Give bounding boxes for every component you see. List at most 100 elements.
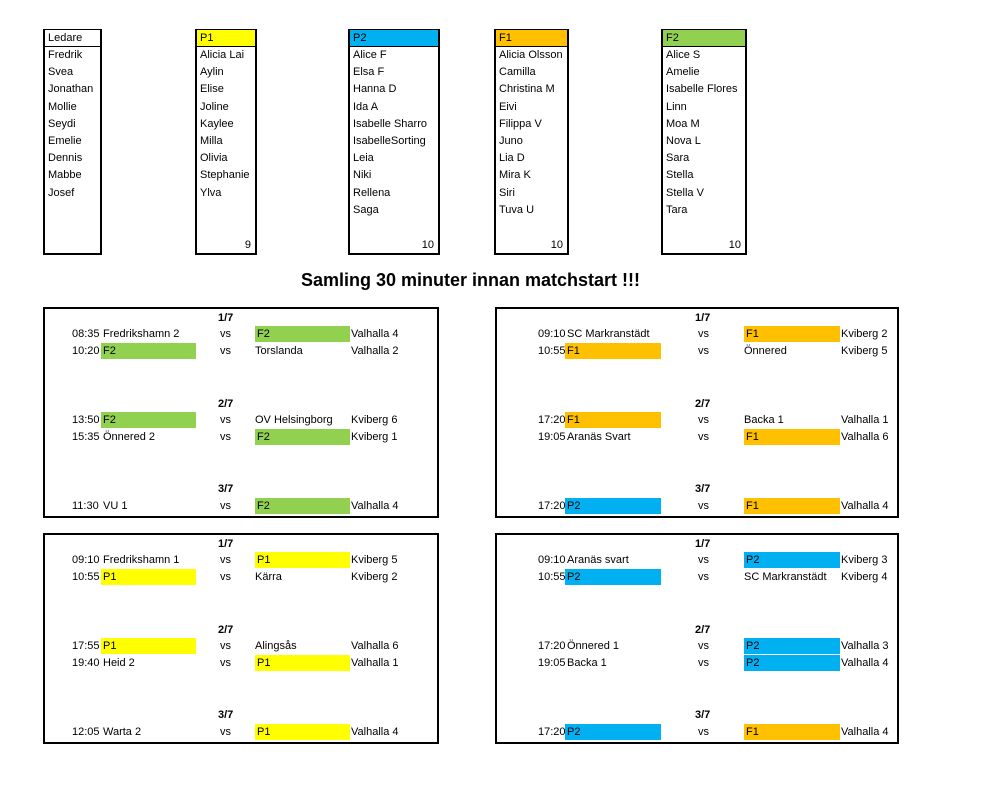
roster-player: Mabbe bbox=[48, 169, 82, 182]
roster-player: Kaylee bbox=[200, 117, 234, 130]
home-team: Önnered 2 bbox=[103, 431, 155, 443]
match-time: 09:10 bbox=[72, 554, 100, 566]
roster-player: Fredrik bbox=[48, 49, 83, 61]
home-team: Aranäs Svart bbox=[567, 431, 631, 443]
match-day-label: 1/7 bbox=[218, 538, 234, 550]
match-time: 10:55 bbox=[538, 571, 566, 583]
roster-player: Alicia Olsson bbox=[499, 49, 563, 61]
match-time: 08:35 bbox=[72, 328, 100, 340]
away-team: F2 bbox=[255, 429, 350, 445]
roster-player: Linn bbox=[666, 100, 687, 113]
versus-label: vs bbox=[220, 345, 231, 357]
roster-player: Rellena bbox=[353, 186, 391, 199]
roster-player: IsabelleSorting bbox=[353, 134, 426, 147]
versus-label: vs bbox=[220, 640, 231, 652]
match-venue: Kviberg 2 bbox=[841, 328, 888, 340]
roster-player: Stella V bbox=[666, 186, 704, 199]
match-day-label: 2/7 bbox=[695, 624, 711, 636]
roster-player: Alice F bbox=[353, 49, 387, 61]
home-team: Warta 2 bbox=[103, 726, 142, 738]
away-team: P1 bbox=[255, 552, 350, 568]
versus-label: vs bbox=[220, 726, 231, 738]
roster-player: Siri bbox=[499, 186, 515, 199]
roster-player: Niki bbox=[353, 169, 372, 182]
match-time: 12:05 bbox=[72, 726, 100, 738]
schedule-box bbox=[495, 533, 899, 744]
versus-label: vs bbox=[698, 500, 709, 512]
roster-header: P1 bbox=[197, 30, 255, 47]
versus-label: vs bbox=[220, 571, 231, 583]
schedule-box bbox=[495, 307, 899, 518]
away-team: P1 bbox=[255, 655, 350, 671]
roster-player: Jonathan bbox=[48, 83, 94, 96]
away-team: F1 bbox=[744, 724, 840, 740]
schedule-box bbox=[43, 533, 439, 744]
match-venue: Kviberg 5 bbox=[841, 345, 888, 357]
versus-label: vs bbox=[220, 554, 231, 566]
roster-player: Nova L bbox=[666, 134, 701, 147]
match-time: 19:05 bbox=[538, 431, 566, 443]
match-time: 17:20 bbox=[538, 726, 566, 738]
match-day-label: 2/7 bbox=[695, 398, 711, 410]
roster-player: Amelie bbox=[666, 66, 700, 79]
match-venue: Kviberg 1 bbox=[351, 431, 398, 443]
roster-player: Emelie bbox=[48, 134, 82, 147]
versus-label: vs bbox=[220, 328, 231, 340]
roster-count: 9 bbox=[244, 239, 251, 251]
roster-player: Aylin bbox=[200, 66, 224, 79]
match-venue: Valhalla 4 bbox=[351, 328, 399, 340]
home-team: SC Markranstädt bbox=[567, 328, 650, 340]
roster-player: Christina M bbox=[499, 83, 555, 96]
roster-player: Joline bbox=[200, 100, 229, 113]
home-team: F2 bbox=[101, 412, 196, 428]
home-team: P2 bbox=[565, 498, 661, 514]
home-team: F1 bbox=[565, 343, 661, 359]
away-team: OV Helsingborg bbox=[255, 414, 333, 426]
match-day-label: 1/7 bbox=[218, 312, 234, 324]
home-team: P1 bbox=[101, 638, 196, 654]
away-team: Kärra bbox=[255, 571, 282, 583]
roster-count: 10 bbox=[421, 239, 434, 251]
roster-player: Saga bbox=[353, 203, 379, 216]
match-time: 13:50 bbox=[72, 414, 100, 426]
away-team: Backa 1 bbox=[744, 414, 784, 426]
away-team: F1 bbox=[744, 429, 840, 445]
versus-label: vs bbox=[220, 657, 231, 669]
match-venue: Valhalla 2 bbox=[351, 345, 399, 357]
match-venue: Valhalla 3 bbox=[841, 640, 889, 652]
match-time: 11:30 bbox=[72, 500, 99, 512]
match-day-label: 3/7 bbox=[695, 709, 711, 721]
roster-column: P2 Alice F Elsa F Hanna D Ida A Isabelle Shar… bbox=[348, 29, 440, 255]
roster-header: F2 bbox=[663, 30, 745, 47]
match-venue: Valhalla 1 bbox=[841, 414, 889, 426]
match-day-label: 3/7 bbox=[218, 709, 234, 721]
match-venue: Valhalla 4 bbox=[351, 500, 399, 512]
versus-label: vs bbox=[698, 328, 709, 340]
roster-player: Eivi bbox=[499, 100, 517, 113]
away-team: Önnered bbox=[744, 345, 787, 357]
roster-player: Leia bbox=[353, 152, 374, 165]
match-time: 19:40 bbox=[72, 657, 100, 669]
home-team: Fredrikshamn 2 bbox=[103, 328, 180, 340]
versus-label: vs bbox=[220, 500, 231, 512]
roster-player: Seydi bbox=[48, 117, 76, 130]
away-team: F2 bbox=[255, 326, 350, 342]
away-team: P1 bbox=[255, 724, 350, 740]
home-team: VU 1 bbox=[103, 500, 128, 512]
away-team: P2 bbox=[744, 552, 840, 568]
match-venue: Valhalla 6 bbox=[841, 431, 889, 443]
roster-player: Svea bbox=[48, 66, 74, 79]
roster-count: 10 bbox=[550, 239, 563, 251]
versus-label: vs bbox=[698, 640, 709, 652]
match-day-label: 1/7 bbox=[695, 312, 711, 324]
match-day-label: 2/7 bbox=[218, 398, 234, 410]
roster-count: 10 bbox=[728, 239, 741, 251]
away-team: P2 bbox=[744, 655, 840, 671]
roster-player: Camilla bbox=[499, 66, 536, 79]
roster-player: Sara bbox=[666, 152, 690, 165]
home-team: P2 bbox=[565, 724, 661, 740]
roster-player: Lia D bbox=[499, 152, 525, 165]
roster-column: F2 Alice S Amelie Isabelle Flores Linn Moa M N… bbox=[661, 29, 747, 255]
away-team: P2 bbox=[744, 638, 840, 654]
away-team: F2 bbox=[255, 498, 350, 514]
